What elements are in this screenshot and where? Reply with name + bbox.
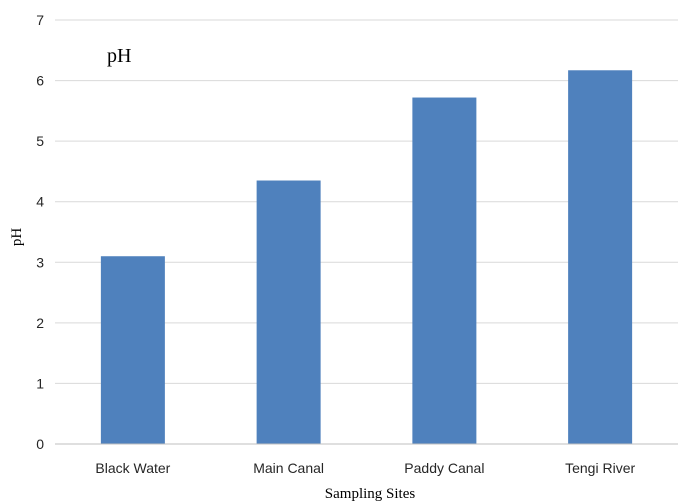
x-axis-label: Sampling Sites [325,486,416,502]
bar [100,256,165,444]
x-category-label: Black Water [95,460,170,476]
bar [256,180,321,444]
bar [568,70,633,444]
x-category-label: Main Canal [253,460,324,476]
y-tick-label: 4 [36,194,44,210]
y-tick-label: 0 [36,436,44,452]
y-axis-label: pH [9,228,25,247]
x-axis-categories: Black Water Main Canal Paddy Canal Tengi Ri… [95,460,635,476]
y-axis-ticks: 0 1 2 3 4 5 6 7 [36,12,44,452]
y-tick-label: 2 [36,315,44,331]
bars [100,70,633,444]
x-category-label: Tengi River [565,460,635,476]
y-tick-label: 5 [36,133,44,149]
x-category-label: Paddy Canal [404,460,484,476]
bar [412,97,477,444]
y-tick-label: 3 [36,254,44,270]
y-tick-label: 7 [36,12,44,28]
y-tick-label: 1 [36,375,44,391]
chart-title: pH [107,45,131,67]
y-tick-label: 6 [36,73,44,89]
